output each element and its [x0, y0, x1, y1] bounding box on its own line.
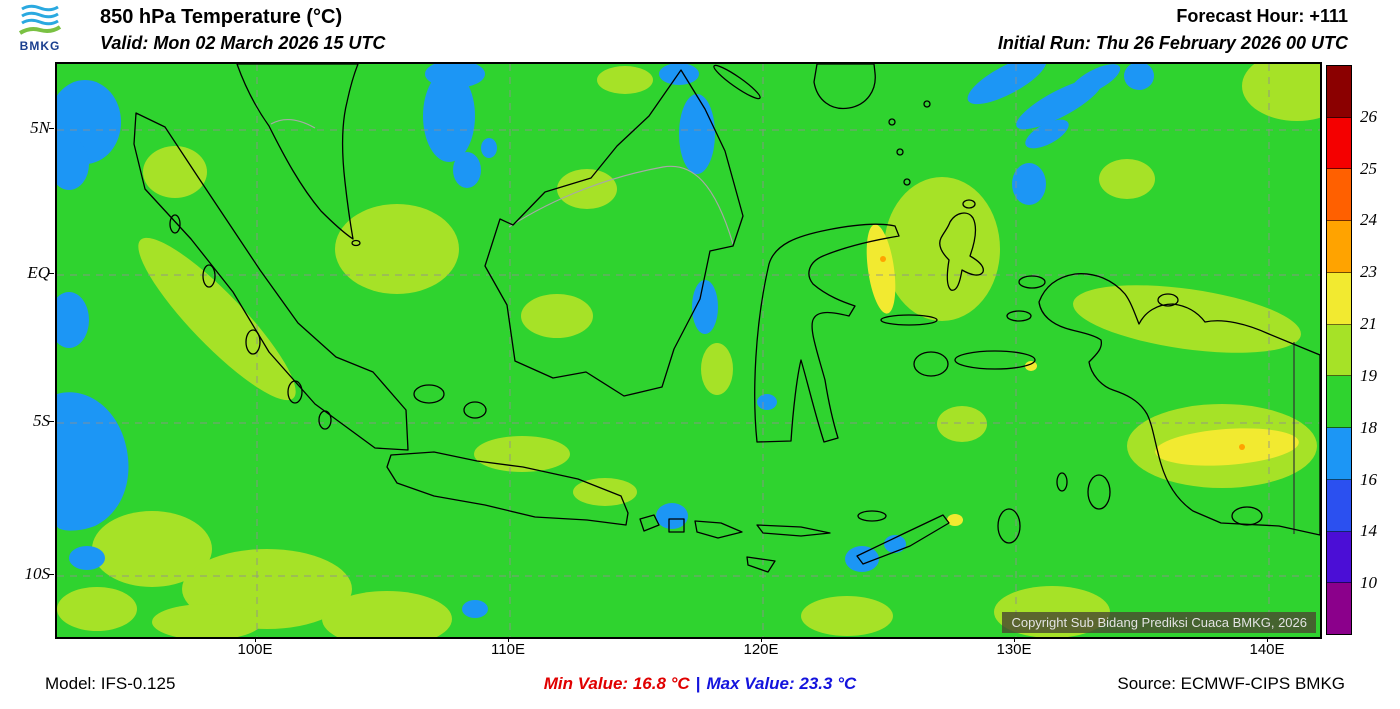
minmax-separator: | — [695, 674, 701, 693]
colorbar-label: 25 — [1360, 158, 1377, 178]
axis-tick — [49, 574, 54, 575]
bmkg-logo-icon — [18, 4, 62, 35]
x-axis-label: 110E — [491, 641, 525, 658]
colorbar-label: 23 — [1360, 262, 1377, 282]
forecast-hour: Forecast Hour: +111 — [1176, 6, 1348, 26]
colorbar-label: 14 — [1360, 521, 1377, 541]
colorbar-segment — [1327, 531, 1351, 584]
axis-tick — [761, 637, 762, 642]
axis-tick — [49, 128, 54, 129]
max-value: Max Value: 23.3 °C — [706, 674, 857, 693]
colorbar-label: 18 — [1360, 417, 1377, 437]
valid-time: Valid: Mon 02 March 2026 15 UTC — [100, 33, 386, 53]
bmkg-logo: BMKG — [10, 2, 70, 53]
colorbar-label: 10 — [1360, 573, 1377, 593]
temperature-field-cool-patches — [57, 64, 1154, 618]
colorbar-segment — [1327, 66, 1351, 118]
colorbar-segment — [1327, 169, 1351, 222]
colorbar-segment — [1327, 324, 1351, 377]
x-axis-label: 130E — [996, 641, 1032, 658]
coastlines — [133, 64, 1320, 573]
colorbar-label: 24 — [1360, 210, 1377, 230]
page-title: 850 hPa Temperature (°C) — [100, 6, 343, 28]
initial-run: Initial Run: Thu 26 February 2026 00 UTC — [997, 33, 1348, 53]
axis-tick — [1267, 637, 1268, 642]
colorbar-segment — [1327, 117, 1351, 170]
colorbar-segment — [1327, 583, 1351, 635]
axis-tick — [508, 637, 509, 642]
x-axis-label: 100E — [237, 641, 273, 658]
colorbar-segments — [1326, 65, 1352, 635]
colorbar-segment — [1327, 479, 1351, 532]
y-axis-label: 10S — [24, 564, 51, 583]
temperature-map-svg — [57, 64, 1320, 637]
bmkg-logo-text: BMKG — [19, 39, 61, 53]
axis-tick — [49, 273, 54, 274]
colorbar-label: 19 — [1360, 365, 1377, 385]
colorbar-labels: 26 25 24 23 21 19 18 16 14 10 — [1360, 65, 1396, 635]
axis-tick — [255, 637, 256, 642]
axis-tick — [49, 421, 54, 422]
minmax-values: Min Value: 16.8 °C | Max Value: 23.3 °C — [0, 674, 1400, 694]
colorbar-segment — [1327, 221, 1351, 273]
colorbar-segment — [1327, 376, 1351, 429]
axis-tick — [1014, 637, 1015, 642]
model-label: Model: IFS-0.125 — [45, 674, 176, 693]
min-value: Min Value: 16.8 °C — [543, 674, 690, 693]
colorbar-label: 21 — [1360, 314, 1377, 334]
map-frame: Copyright Sub Bidang Prediksi Cuaca BMKG… — [55, 62, 1322, 639]
colorbar-segment — [1327, 428, 1351, 480]
y-axis-label: 5N — [30, 118, 50, 137]
colorbar-segment — [1327, 272, 1351, 325]
graticule-gridlines — [57, 64, 1320, 637]
y-axis-label: EQ — [27, 263, 50, 282]
x-axis-label: 140E — [1249, 641, 1285, 658]
copyright-badge: Copyright Sub Bidang Prediksi Cuaca BMKG… — [1002, 612, 1316, 633]
y-axis-label: 5S — [33, 411, 50, 430]
country-borders — [270, 119, 1295, 534]
x-axis-label: 120E — [743, 641, 779, 658]
source-label: Source: ECMWF-CIPS BMKG — [1117, 674, 1345, 693]
colorbar-label: 16 — [1360, 469, 1377, 489]
colorbar-label: 26 — [1360, 106, 1377, 126]
